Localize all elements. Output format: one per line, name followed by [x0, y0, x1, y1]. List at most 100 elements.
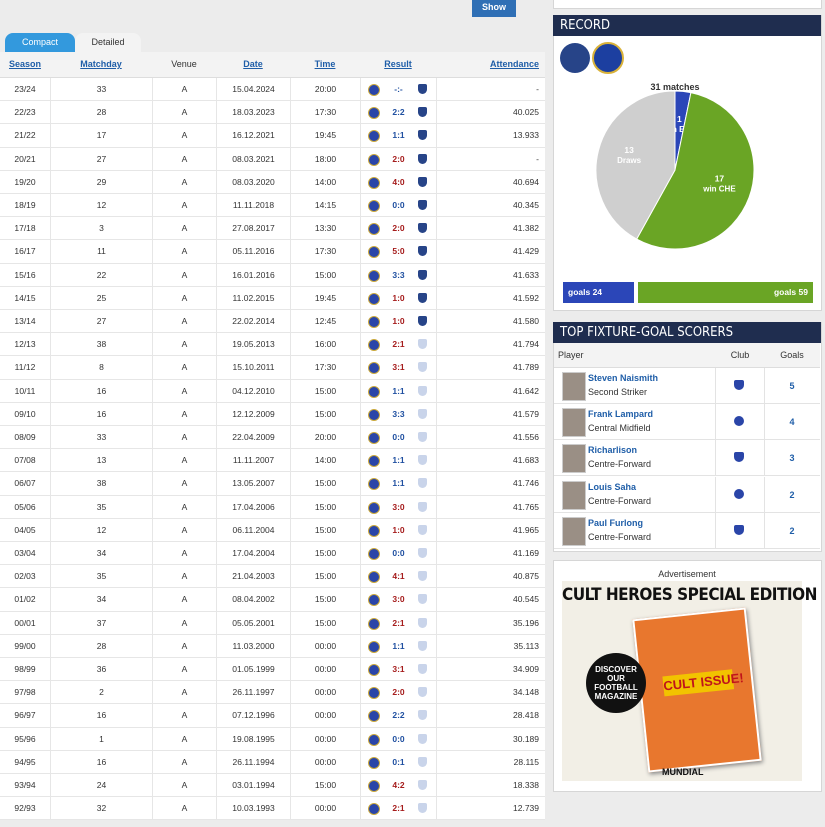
column-header[interactable]: Attendance [489, 59, 539, 69]
cell: 40.025 [436, 101, 545, 125]
cell: 22/23 [14, 107, 36, 118]
cell: 22.02.2014 [216, 310, 290, 334]
cell: 12 [50, 518, 152, 542]
cell: 15:00 [290, 379, 360, 403]
away-club-icon [418, 200, 427, 210]
col-line [715, 476, 716, 513]
cell: 8 [50, 356, 152, 380]
ad-banner[interactable]: CULT HEROES SPECIAL EDITION CULT ISSUE! … [562, 581, 817, 781]
tab-compact[interactable]: Compact [5, 33, 75, 52]
col-line [764, 404, 765, 441]
cell: 40.694 [436, 170, 545, 194]
cell: 15:00 [290, 774, 360, 798]
cell: 00:00 [290, 681, 360, 705]
home-club-icon [368, 200, 380, 212]
away-club-icon [418, 710, 427, 721]
player-name[interactable]: Richarlison [588, 445, 638, 456]
cell: 06.11.2004 [216, 518, 290, 542]
cell: 41.789 [436, 356, 545, 380]
row-line [0, 796, 545, 798]
cell: 05.11.2016 [216, 240, 290, 264]
cell: 96/97 [14, 710, 36, 721]
cell: 1:0 [360, 286, 436, 310]
column-header[interactable]: Time [314, 59, 336, 69]
cell: 14:00 [290, 170, 360, 194]
cell: 14:15 [290, 194, 360, 218]
cell: 00/01 [14, 617, 36, 628]
player-photo [562, 372, 586, 401]
cell: 41.746 [436, 472, 545, 496]
home-club-icon [368, 524, 380, 537]
show-button[interactable]: Show [472, 0, 516, 17]
cell: 17/18 [14, 223, 36, 234]
row-line [0, 471, 545, 473]
chelsea-logo [592, 42, 624, 74]
home-club-icon [368, 803, 380, 816]
club-icon [734, 524, 744, 535]
cell: 16.12.2021 [216, 124, 290, 148]
cover-title: CULT ISSUE! [662, 669, 744, 697]
cell: 37 [50, 611, 152, 635]
cell: A [152, 588, 216, 612]
cell: 32 [50, 797, 152, 821]
away-club-icon [418, 385, 427, 396]
cell: 15:00 [290, 565, 360, 589]
away-club-icon [418, 269, 427, 280]
away-club-icon [418, 130, 427, 141]
cell: 1:1 [360, 634, 436, 658]
player-name[interactable]: Steven Naismith [588, 373, 659, 383]
cell: 19.08.1995 [216, 727, 290, 751]
row-line [0, 587, 545, 589]
cell: 03.01.1994 [216, 774, 290, 798]
player-name[interactable]: Frank Lampard [588, 409, 654, 420]
row-line [0, 494, 545, 496]
cell: 15:00 [290, 472, 360, 496]
cell: 12 [50, 194, 152, 218]
column-header: Venue [171, 59, 197, 69]
cell: A [152, 240, 216, 264]
cell: 3:3 [360, 402, 436, 426]
cell: A [152, 658, 216, 682]
cell: 28 [50, 101, 152, 125]
cell: 1 [50, 727, 152, 751]
away-club-icon [418, 524, 427, 535]
cell: 30.189 [436, 727, 545, 751]
cell: A [152, 681, 216, 705]
home-club-icon [368, 478, 380, 491]
tab-detailed[interactable]: Detailed [75, 33, 141, 52]
row-line [0, 262, 545, 264]
col-line [715, 512, 716, 549]
cell: 13:30 [290, 217, 360, 241]
cell: 02/03 [14, 571, 36, 582]
cell: 20:00 [290, 78, 360, 102]
cell: 40.875 [436, 565, 545, 589]
cell: 11 [50, 240, 152, 264]
cell: 00:00 [290, 750, 360, 774]
player-photo [562, 408, 586, 438]
player-name[interactable]: Paul Furlong [588, 517, 643, 528]
cell: 41.683 [436, 449, 545, 473]
cell: 97/98 [14, 687, 36, 698]
column-header[interactable]: Season [8, 59, 41, 69]
cell: A [152, 356, 216, 380]
cell: 15:00 [290, 611, 360, 635]
cell: 13.05.2007 [216, 472, 290, 496]
cell: A [152, 426, 216, 450]
cell: 27.08.2017 [216, 217, 290, 241]
cell: A [152, 518, 216, 542]
top-box [553, 0, 822, 9]
cell: 15:00 [290, 263, 360, 287]
column-header[interactable]: Matchday [80, 59, 122, 69]
home-club-icon [368, 130, 380, 143]
column-header[interactable]: Result [384, 59, 412, 69]
cell: A [152, 565, 216, 589]
col-line [715, 404, 716, 441]
home-club-icon [368, 710, 380, 723]
row-line [0, 169, 545, 171]
player-name[interactable]: Louis Saha [588, 481, 637, 492]
pie-value: 13 [624, 145, 634, 155]
cell: 09/10 [14, 408, 36, 419]
column-header[interactable]: Date [243, 59, 263, 69]
cell: 24 [50, 774, 152, 798]
pie-value: 17 [715, 173, 725, 183]
